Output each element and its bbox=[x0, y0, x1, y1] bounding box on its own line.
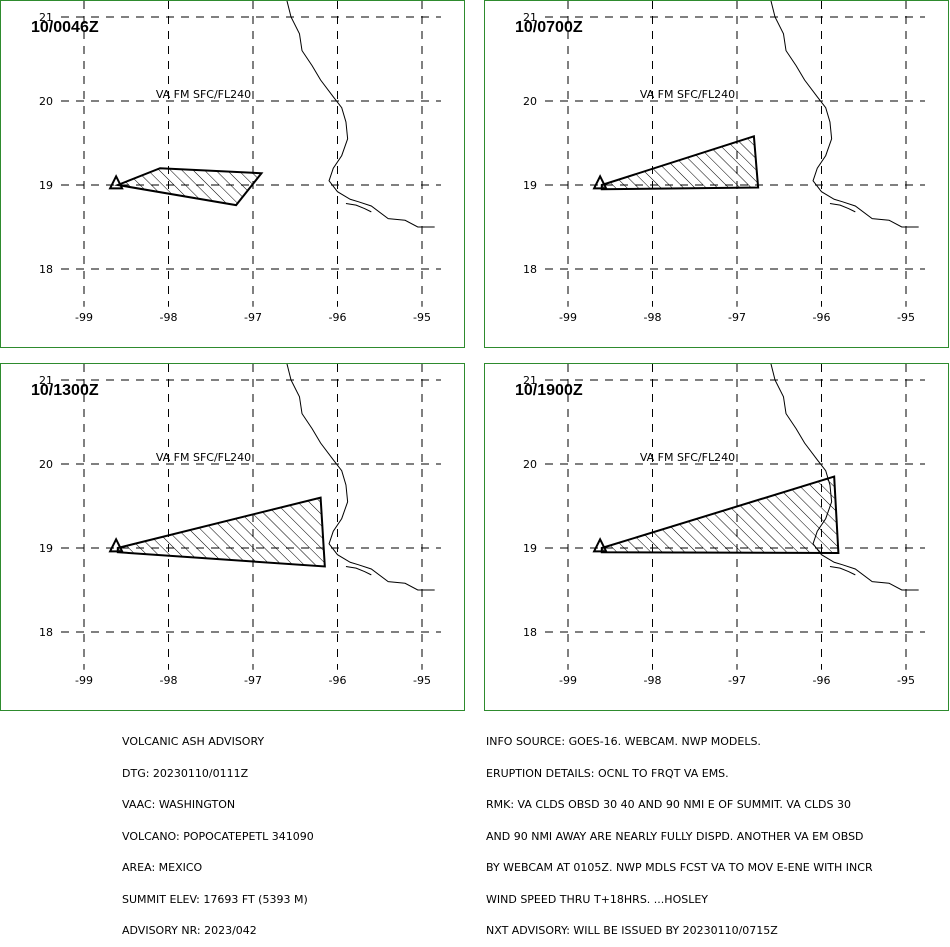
ash-level-label: VA FM SFC/FL240 bbox=[640, 451, 735, 464]
ash-cloud-polygon bbox=[114, 167, 264, 207]
lon-tick-label: -98 bbox=[644, 674, 662, 687]
triangle-icon bbox=[108, 174, 124, 190]
lat-tick-label: 19 bbox=[39, 179, 53, 192]
panel-time-2: 10/0700Z bbox=[515, 19, 583, 36]
advisory-line: RMK: VA CLDS OBSD 30 40 AND 90 NMI E OF … bbox=[486, 798, 851, 811]
lat-tick-label: 18 bbox=[39, 263, 53, 276]
lat-tick-label: 19 bbox=[523, 179, 537, 192]
advisory-line: AREA: MEXICO bbox=[122, 861, 203, 874]
lat-tick-label: 20 bbox=[523, 458, 537, 471]
ash-cloud-polygon bbox=[600, 134, 760, 191]
lon-tick-label: -97 bbox=[244, 674, 262, 687]
advisory-line: ADVISORY NR: 2023/042 bbox=[122, 924, 257, 937]
advisory-line: NXT ADVISORY: WILL BE ISSUED BY 20230110… bbox=[486, 924, 778, 937]
lon-tick-label: -96 bbox=[329, 674, 347, 687]
coastline bbox=[286, 364, 435, 591]
lon-tick-label: -97 bbox=[728, 674, 746, 687]
coastline-lagoon bbox=[829, 565, 856, 576]
lon-tick-label: -99 bbox=[75, 674, 93, 687]
lon-tick-label: -97 bbox=[728, 311, 746, 324]
lat-tick-label: 18 bbox=[523, 626, 537, 639]
triangle-icon bbox=[108, 537, 124, 553]
map-svg-1: -99 -98 -97 -96 -95 21 20 19 18 VA FM SFC/FL240 bbox=[39, 1, 441, 324]
map-panel-3: -99 -98 -97 -96 -95 21 20 19 18 VA FM SFC/FL240 1… bbox=[0, 363, 465, 711]
advisory-line: VOLCANIC ASH ADVISORY bbox=[122, 735, 265, 748]
lon-tick-label: -96 bbox=[329, 311, 347, 324]
ash-level-label: VA FM SFC/FL240 bbox=[156, 451, 251, 464]
map-svg-2: -99 -98 -97 -96 -95 21 20 19 18 VA FM SFC/FL240 bbox=[523, 1, 925, 324]
lon-tick-label: -98 bbox=[160, 311, 178, 324]
coastline bbox=[770, 364, 919, 591]
lat-tick-label: 20 bbox=[39, 95, 53, 108]
ash-level-label: VA FM SFC/FL240 bbox=[640, 88, 735, 101]
lon-tick-label: -99 bbox=[559, 674, 577, 687]
lat-tick-label: 21 bbox=[39, 11, 53, 24]
lon-tick-label: -98 bbox=[160, 674, 178, 687]
lat-tick-label: 21 bbox=[39, 374, 53, 387]
lat-tick-label: 21 bbox=[523, 11, 537, 24]
map-svg-4: -99 -98 -97 -96 -95 21 20 19 18 VA FM SFC/FL240 bbox=[523, 364, 925, 687]
advisory-line: DTG: 20230110/0111Z bbox=[122, 766, 249, 780]
lon-tick-label: -95 bbox=[897, 674, 915, 687]
triangle-icon bbox=[592, 537, 608, 553]
lat-tick-label: 18 bbox=[39, 626, 53, 639]
ash-cloud-polygon bbox=[600, 475, 840, 555]
advisory-line: VAAC: WASHINGTON bbox=[122, 798, 236, 811]
coastline bbox=[286, 1, 435, 228]
triangle-icon bbox=[592, 174, 608, 190]
lon-tick-label: -96 bbox=[813, 311, 831, 324]
panel-time-1: 10/0046Z bbox=[31, 19, 99, 36]
advisory-line: INFO SOURCE: GOES-16. WEBCAM. NWP MODELS… bbox=[486, 735, 761, 748]
lat-tick-label: 18 bbox=[523, 263, 537, 276]
coastline-lagoon bbox=[829, 202, 856, 213]
lon-tick-label: -95 bbox=[897, 311, 915, 324]
lat-tick-label: 21 bbox=[523, 374, 537, 387]
advisory-line: VOLCANO: POPOCATEPETL 341090 bbox=[122, 829, 314, 843]
map-panel-1: -99 -98 -97 -96 -95 21 20 19 18 VA FM SFC/FL240 1… bbox=[0, 0, 465, 348]
lon-tick-label: -95 bbox=[413, 311, 431, 324]
advisory-line: AND 90 NMI AWAY ARE NEARLY FULLY DISPD. … bbox=[486, 829, 864, 843]
advisory-text-right: INFO SOURCE: GOES-16. WEBCAM. NWP MODELS… bbox=[486, 716, 873, 947]
lon-tick-label: -99 bbox=[559, 311, 577, 324]
advisory-text-left: VOLCANIC ASH ADVISORY DTG: 20230110/0111… bbox=[122, 716, 314, 947]
lon-tick-label: -98 bbox=[644, 311, 662, 324]
panel-time-3: 10/1300Z bbox=[31, 382, 99, 399]
advisory-line: WIND SPEED THRU T+18HRS. ...HOSLEY bbox=[486, 892, 709, 906]
coastline bbox=[770, 1, 919, 228]
coastline-lagoon bbox=[345, 565, 372, 576]
map-panel-2: -99 -98 -97 -96 -95 21 20 19 18 VA FM SFC/FL240 1… bbox=[484, 0, 949, 348]
panel-time-4: 10/1900Z bbox=[515, 382, 583, 399]
map-panel-4: -99 -98 -97 -96 -95 21 20 19 18 VA FM SFC/FL240 1… bbox=[484, 363, 949, 711]
ash-cloud-polygon bbox=[116, 496, 326, 568]
lat-tick-label: 20 bbox=[523, 95, 537, 108]
advisory-line: ERUPTION DETAILS: OCNL TO FRQT VA EMS. bbox=[486, 766, 729, 780]
lon-tick-label: -97 bbox=[244, 311, 262, 324]
ash-level-label: VA FM SFC/FL240 bbox=[156, 88, 251, 101]
advisory-line: BY WEBCAM AT 0105Z. NWP MDLS FCST VA TO … bbox=[486, 861, 873, 874]
lat-tick-label: 19 bbox=[523, 542, 537, 555]
lat-tick-label: 19 bbox=[39, 542, 53, 555]
advisory-line: SUMMIT ELEV: 17693 FT (5393 M) bbox=[122, 892, 308, 906]
map-svg-3: -99 -98 -97 -96 -95 21 20 19 18 VA FM SFC/FL240 bbox=[39, 364, 441, 687]
coastline-lagoon bbox=[345, 202, 372, 213]
lat-tick-label: 20 bbox=[39, 458, 53, 471]
lon-tick-label: -99 bbox=[75, 311, 93, 324]
lon-tick-label: -95 bbox=[413, 674, 431, 687]
lon-tick-label: -96 bbox=[813, 674, 831, 687]
